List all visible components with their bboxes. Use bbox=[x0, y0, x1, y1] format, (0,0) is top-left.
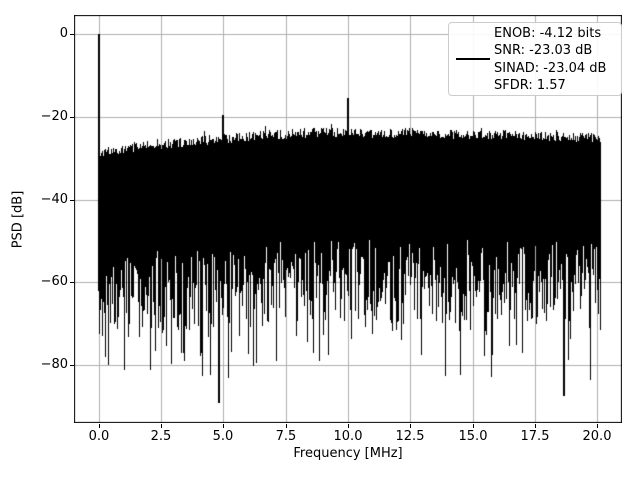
x-tick-label: 2.5 bbox=[150, 429, 172, 444]
x-tick bbox=[223, 424, 224, 428]
y-tick bbox=[70, 200, 74, 201]
legend-entries: ENOB: -4.12 bits SNR: -23.03 dB SINAD: -23… bbox=[494, 25, 606, 94]
x-tick bbox=[286, 424, 287, 428]
y-tick-label: 0 bbox=[59, 26, 68, 41]
x-tick bbox=[535, 424, 536, 428]
x-tick-label: 15.0 bbox=[458, 429, 488, 444]
y-tick bbox=[70, 34, 74, 35]
x-tick-label: 5.0 bbox=[212, 429, 234, 444]
x-axis-label: Frequency [MHz] bbox=[293, 446, 403, 461]
y-tick bbox=[70, 117, 74, 118]
y-tick-label: −60 bbox=[40, 274, 68, 289]
y-tick-label: −80 bbox=[40, 357, 68, 372]
x-tick bbox=[348, 424, 349, 428]
legend-entry: ENOB: -4.12 bits bbox=[494, 26, 602, 41]
x-tick-label: 20.0 bbox=[582, 429, 612, 444]
x-tick bbox=[99, 424, 100, 428]
x-tick-label: 12.5 bbox=[395, 429, 425, 444]
x-tick bbox=[161, 424, 162, 428]
y-tick-label: −20 bbox=[40, 109, 68, 124]
y-tick bbox=[70, 282, 74, 283]
legend-entry: SFDR: 1.57 bbox=[494, 77, 566, 93]
x-tick bbox=[410, 424, 411, 428]
y-tick bbox=[70, 365, 74, 366]
legend: ENOB: -4.12 bits SNR: -23.03 dB SINAD: -23… bbox=[448, 22, 622, 96]
x-tick bbox=[473, 424, 474, 428]
x-tick-label: 7.5 bbox=[275, 429, 297, 444]
x-tick-label: 10.0 bbox=[333, 429, 363, 444]
x-tick bbox=[597, 424, 598, 428]
y-axis-label: PSD [dB] bbox=[10, 190, 26, 249]
legend-entry: SNR: -23.03 dB bbox=[494, 43, 593, 59]
x-tick-label: 17.5 bbox=[520, 429, 550, 444]
y-tick-label: −40 bbox=[40, 192, 68, 207]
legend-entry: SINAD: -23.04 dB bbox=[494, 60, 607, 76]
x-tick-label: 0.0 bbox=[88, 429, 110, 444]
legend-line-sample bbox=[456, 58, 490, 60]
